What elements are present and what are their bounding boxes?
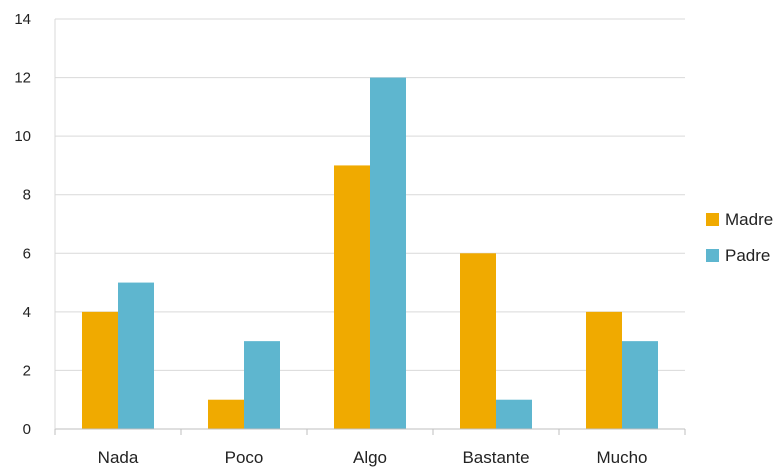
- bar-padre: [370, 77, 406, 430]
- x-category-label: Bastante: [462, 448, 529, 467]
- legend-swatch-padre: [706, 249, 719, 262]
- legend: Madre Padre: [706, 210, 773, 265]
- x-category-label: Algo: [353, 448, 387, 467]
- bar-madre: [334, 165, 370, 429]
- bar-madre: [208, 399, 244, 429]
- y-tick-label: 10: [14, 128, 31, 145]
- x-axis-categories: Nada Poco Algo Bastante Mucho: [98, 448, 648, 467]
- y-tick-label: 12: [14, 70, 31, 87]
- bars: [82, 77, 658, 430]
- y-tick-label: 6: [23, 245, 31, 262]
- legend-label: Madre: [725, 210, 773, 229]
- x-category-label: Poco: [225, 448, 264, 467]
- bar-madre: [586, 311, 622, 429]
- y-axis-ticks: 0 2 4 6 8 10 12 14: [14, 11, 31, 438]
- legend-swatch-madre: [706, 213, 719, 226]
- bar-padre: [244, 341, 280, 429]
- y-tick-label: 0: [23, 421, 31, 438]
- y-tick-label: 4: [23, 304, 31, 321]
- y-tick-label: 8: [23, 187, 31, 204]
- y-tick-label: 2: [23, 362, 31, 379]
- bar-padre: [496, 399, 532, 429]
- bar-madre: [82, 311, 118, 429]
- bar-madre: [460, 253, 496, 429]
- legend-label: Padre: [725, 246, 770, 265]
- y-tick-label: 14: [14, 11, 31, 28]
- x-category-label: Mucho: [596, 448, 647, 467]
- bar-padre: [118, 282, 154, 429]
- bar-padre: [622, 341, 658, 429]
- x-axis: [54, 19, 686, 435]
- x-category-label: Nada: [98, 448, 139, 467]
